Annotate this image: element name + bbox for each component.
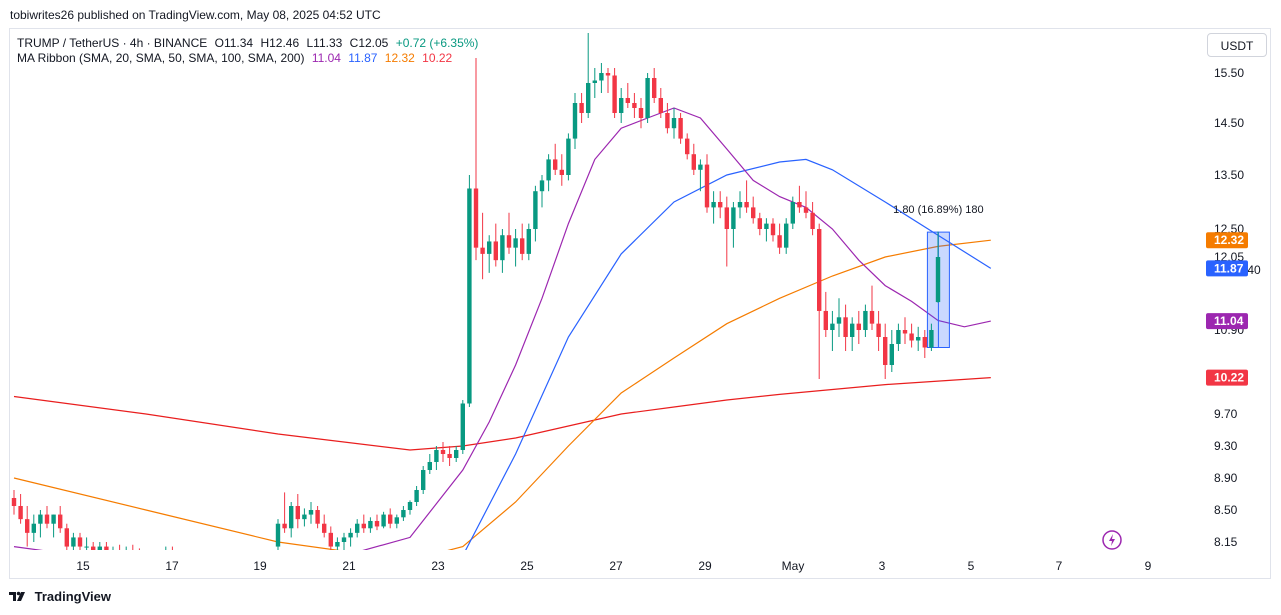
ohlc-high: H12.46 — [260, 36, 300, 50]
ohlc-close: C12.05 — [349, 36, 389, 50]
tradingview-brand[interactable]: TradingView — [9, 589, 111, 604]
ma50-value: 11.87 — [348, 51, 378, 65]
ribbon-label[interactable]: MA Ribbon (SMA, 20, SMA, 50, SMA, 100, S… — [17, 51, 305, 65]
chart-legend: TRUMP / TetherUS · 4h · BINANCE O11.34 H… — [17, 36, 482, 66]
ribbon-row: MA Ribbon (SMA, 20, SMA, 50, SMA, 100, S… — [17, 51, 482, 66]
symbol-row: TRUMP / TetherUS · 4h · BINANCE O11.34 H… — [17, 36, 482, 51]
ma20-value: 11.04 — [311, 51, 341, 65]
currency-button[interactable]: USDT — [1207, 33, 1267, 57]
ma200-value: 10.22 — [422, 51, 453, 65]
publisher-line: tobiwrites26 published on TradingView.co… — [10, 8, 381, 22]
ohlc-open: O11.34 — [214, 36, 254, 50]
price-change: +0.72 (+6.35%) — [395, 36, 479, 50]
chart-frame[interactable] — [9, 28, 1271, 579]
brand-name: TradingView — [34, 589, 111, 604]
symbol-name[interactable]: TRUMP / TetherUS · 4h · BINANCE — [17, 36, 208, 50]
tradingview-logo-icon — [9, 591, 25, 601]
ma100-value: 12.32 — [384, 51, 415, 65]
ohlc-low: L11.33 — [306, 36, 343, 50]
